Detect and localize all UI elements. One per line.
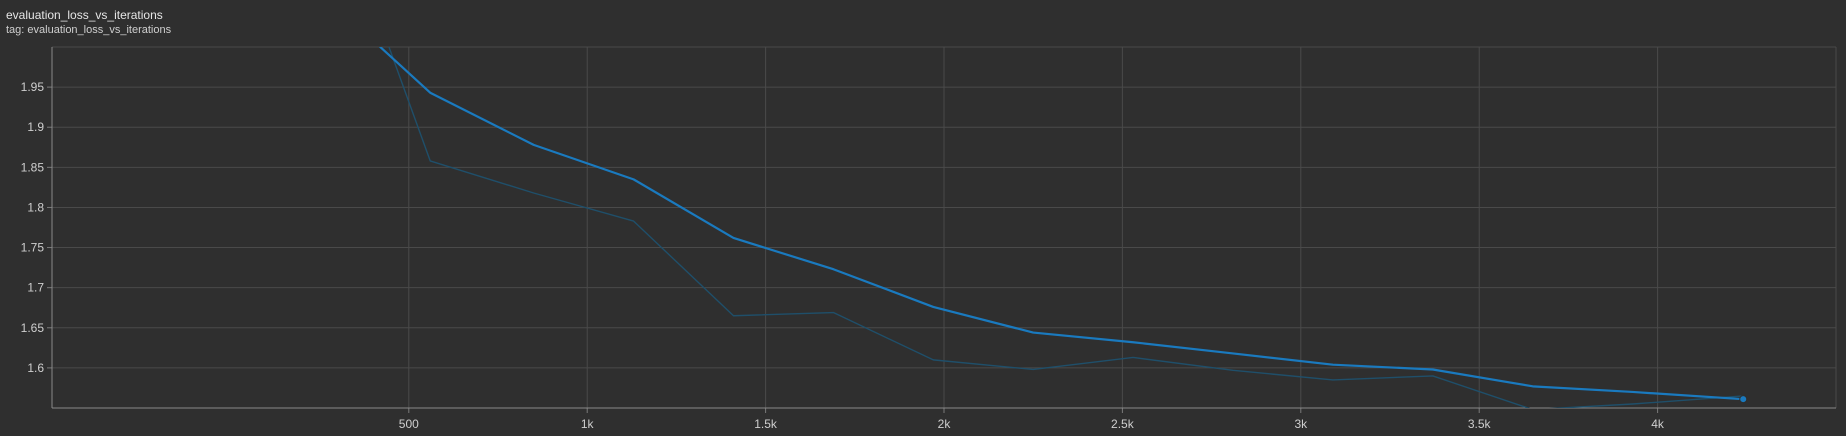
chart-subtitle: tag: evaluation_loss_vs_iterations xyxy=(6,24,172,36)
chart-title: evaluation_loss_vs_iterations xyxy=(6,8,163,22)
x-tick-label: 3k xyxy=(1294,417,1308,431)
y-tick-label: 1.9 xyxy=(27,120,44,134)
x-tick-label: 1.5k xyxy=(754,417,778,431)
grid-layer xyxy=(52,46,1837,408)
y-tick-label: 1.75 xyxy=(21,241,45,255)
x-tick-label: 3.5k xyxy=(1468,417,1492,431)
x-tick-label: 1k xyxy=(581,417,595,431)
raw-loss-line xyxy=(388,47,1744,408)
last-point-marker xyxy=(1739,395,1748,404)
x-tick-label: 2.5k xyxy=(1111,417,1135,431)
marker-layer xyxy=(1739,395,1748,404)
y-tick-label: 1.8 xyxy=(27,200,44,214)
x-tick-label: 2k xyxy=(938,417,952,431)
y-tick-label: 1.95 xyxy=(21,80,45,94)
label-layer: 1.6 1.65 1.7 1.75 1.8 1.85 1.9 1.95 500 1k 1.5k 2k 2… xyxy=(21,80,1665,431)
y-tick-label: 1.6 xyxy=(27,361,44,375)
y-tick-label: 1.85 xyxy=(21,160,45,174)
x-tick-label: 500 xyxy=(399,417,419,431)
axis-layer xyxy=(47,47,1836,413)
y-tick-label: 1.7 xyxy=(27,281,44,295)
y-tick-label: 1.65 xyxy=(21,321,45,335)
series-layer xyxy=(379,47,1745,408)
x-tick-label: 4k xyxy=(1651,417,1665,431)
smoothed-loss-line xyxy=(379,47,1745,401)
